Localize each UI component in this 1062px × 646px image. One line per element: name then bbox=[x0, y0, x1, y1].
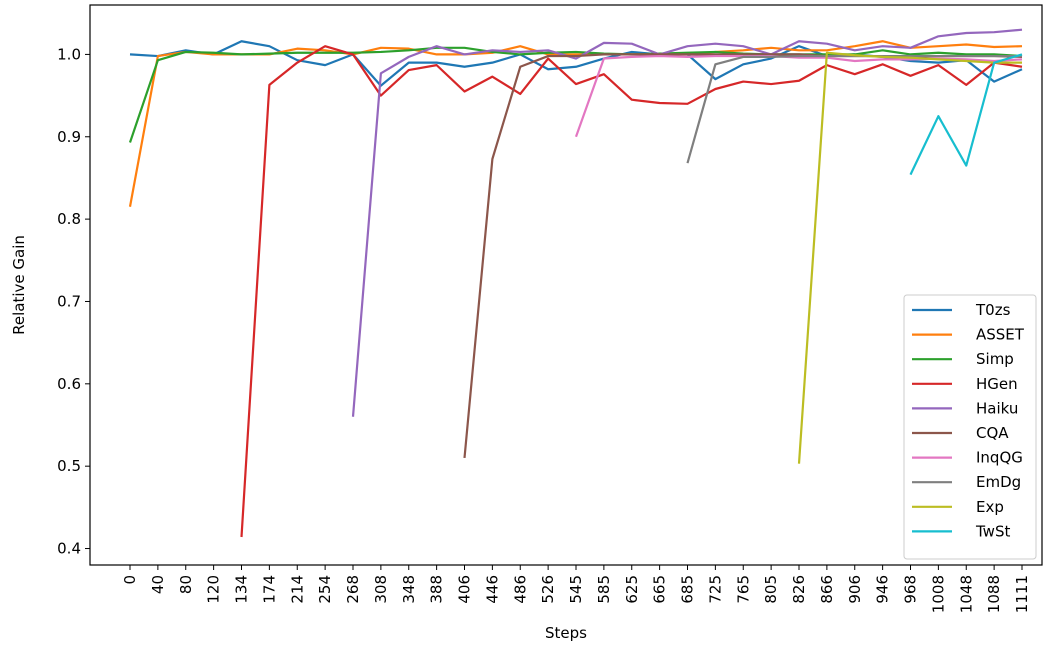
legend-label: CQA bbox=[976, 424, 1009, 442]
legend-label: Exp bbox=[976, 498, 1004, 516]
x-axis-label: Steps bbox=[545, 624, 587, 642]
x-tick-label: 120 bbox=[205, 575, 223, 604]
y-tick-label: 0.9 bbox=[57, 128, 81, 146]
x-tick-label: 725 bbox=[706, 575, 724, 604]
y-tick-label: 1.0 bbox=[57, 45, 81, 63]
series-line-twst bbox=[909, 53, 1023, 176]
legend-label: Simp bbox=[976, 350, 1014, 368]
series-line-simp bbox=[128, 46, 1023, 143]
legend-label: HGen bbox=[976, 375, 1018, 393]
x-tick-label: 80 bbox=[177, 575, 195, 594]
legend-label: T0zs bbox=[975, 301, 1011, 319]
x-tick-label: 406 bbox=[456, 575, 474, 604]
legend-label: TwSt bbox=[975, 522, 1010, 540]
legend-label: Haiku bbox=[976, 399, 1018, 417]
y-tick-label: 0.6 bbox=[57, 375, 81, 393]
x-tick-label: 968 bbox=[902, 575, 920, 604]
x-tick-label: 268 bbox=[344, 575, 362, 604]
x-tick-label: 0 bbox=[121, 575, 139, 585]
legend-label: ASSET bbox=[976, 326, 1025, 344]
legend-box bbox=[903, 294, 1037, 560]
series-line-t0zs bbox=[129, 40, 1023, 87]
x-tick-label: 946 bbox=[874, 575, 892, 604]
x-tick-label: 214 bbox=[288, 575, 306, 604]
x-tick-label: 585 bbox=[595, 575, 613, 604]
x-tick-label: 308 bbox=[372, 575, 390, 604]
x-tick-label: 1048 bbox=[957, 575, 975, 613]
x-tick-label: 446 bbox=[483, 575, 501, 604]
series-layer bbox=[128, 28, 1023, 538]
x-tick-label: 486 bbox=[511, 575, 529, 604]
x-tick-label: 906 bbox=[846, 575, 864, 604]
x-tick-label: 665 bbox=[651, 575, 669, 604]
x-tick-label: 134 bbox=[233, 575, 251, 604]
x-tick-label: 388 bbox=[428, 575, 446, 604]
series-line-hgen bbox=[240, 45, 1023, 538]
y-tick-label: 0.5 bbox=[57, 457, 81, 475]
x-tick-label: 254 bbox=[316, 575, 334, 604]
x-tick-label: 40 bbox=[149, 575, 167, 594]
plot-frame bbox=[89, 4, 1043, 566]
legend-label: InqQG bbox=[976, 449, 1023, 467]
legend-label: EmDg bbox=[976, 473, 1021, 491]
x-tick-label: 1008 bbox=[929, 575, 947, 613]
series-line-exp bbox=[797, 51, 1022, 464]
x-tick-label: 526 bbox=[539, 575, 557, 604]
x-tick-label: 826 bbox=[790, 575, 808, 604]
x-tick-label: 348 bbox=[400, 575, 418, 604]
y-axis: 0.4 0.5 0.6 0.7 0.8 0.9 1.0 bbox=[57, 45, 90, 558]
x-axis: 0 40 80 120 134 174 214 254 268 308 348 388 406 446 48… bbox=[121, 565, 1031, 613]
x-tick-label: 174 bbox=[260, 575, 278, 604]
x-tick-label: 805 bbox=[762, 575, 780, 604]
y-tick-label: 0.7 bbox=[57, 292, 81, 310]
x-tick-label: 1111 bbox=[1013, 575, 1031, 613]
x-tick-label: 625 bbox=[623, 575, 641, 604]
x-tick-label: 545 bbox=[567, 575, 585, 604]
x-tick-label: 765 bbox=[734, 575, 752, 604]
series-line-inqqg bbox=[574, 54, 1023, 138]
y-tick-label: 0.8 bbox=[57, 210, 81, 228]
x-tick-label: 685 bbox=[679, 575, 697, 604]
x-tick-label: 1088 bbox=[985, 575, 1003, 613]
series-line-haiku bbox=[351, 28, 1023, 417]
y-axis-label: Relative Gain bbox=[10, 235, 28, 335]
x-tick-label: 866 bbox=[818, 575, 836, 604]
y-tick-label: 0.4 bbox=[57, 540, 81, 558]
legend: T0zs ASSET Simp HGen Haiku CQA InqQG EmDg Exp TwS… bbox=[903, 294, 1037, 560]
